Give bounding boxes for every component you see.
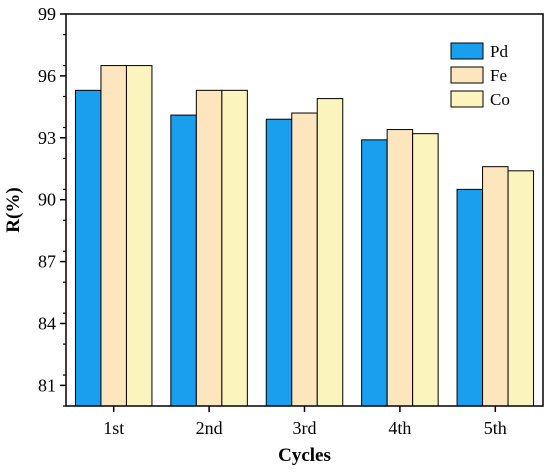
y-tick-label: 96 xyxy=(38,66,56,86)
bar-fe-2nd xyxy=(195,89,223,407)
legend-swatch-fe xyxy=(450,66,484,84)
bar-co-3rd xyxy=(316,98,344,407)
bar-pd-3rd xyxy=(265,118,293,407)
bars-layer xyxy=(74,65,535,407)
bar-fe-5th xyxy=(482,166,509,407)
bar-co-4th xyxy=(412,133,439,407)
x-axis: 1st 2nd 3rd 4th 5th xyxy=(103,406,507,438)
x-tick-label: 5th xyxy=(484,418,507,438)
y-axis-title: R(%) xyxy=(3,187,24,232)
y-axis: 81 84 87 90 93 96 99 xyxy=(38,4,66,407)
x-axis-title: Cycles xyxy=(278,445,331,466)
x-tick-label: 3rd xyxy=(293,418,317,438)
y-tick-label: 84 xyxy=(38,313,56,333)
bar-fe-1st xyxy=(100,65,127,407)
legend-swatch-pd xyxy=(450,42,484,60)
legend: Pd Fe Co xyxy=(450,42,510,109)
y-tick-label: 93 xyxy=(38,128,56,148)
legend-label-co: Co xyxy=(490,90,510,109)
bar-pd-5th xyxy=(456,188,484,407)
y-tick-label: 87 xyxy=(38,252,56,272)
x-tick-label: 4th xyxy=(388,418,411,438)
y-tick-label: 99 xyxy=(38,4,56,24)
bar-pd-1st xyxy=(74,89,102,407)
x-tick-label: 2nd xyxy=(196,418,223,438)
legend-label-fe: Fe xyxy=(490,66,507,85)
legend-label-pd: Pd xyxy=(490,42,508,61)
bar-co-2nd xyxy=(221,89,248,407)
bar-co-1st xyxy=(125,65,153,407)
y-tick-label: 90 xyxy=(38,190,56,210)
bar-fe-3rd xyxy=(291,112,318,407)
legend-swatch-co xyxy=(450,90,484,108)
bar-fe-4th xyxy=(386,129,414,407)
y-tick-label: 81 xyxy=(38,375,56,395)
bar-co-5th xyxy=(507,170,535,407)
bar-pd-4th xyxy=(361,139,388,407)
x-tick-label: 1st xyxy=(103,418,124,438)
bar-pd-2nd xyxy=(170,114,197,407)
